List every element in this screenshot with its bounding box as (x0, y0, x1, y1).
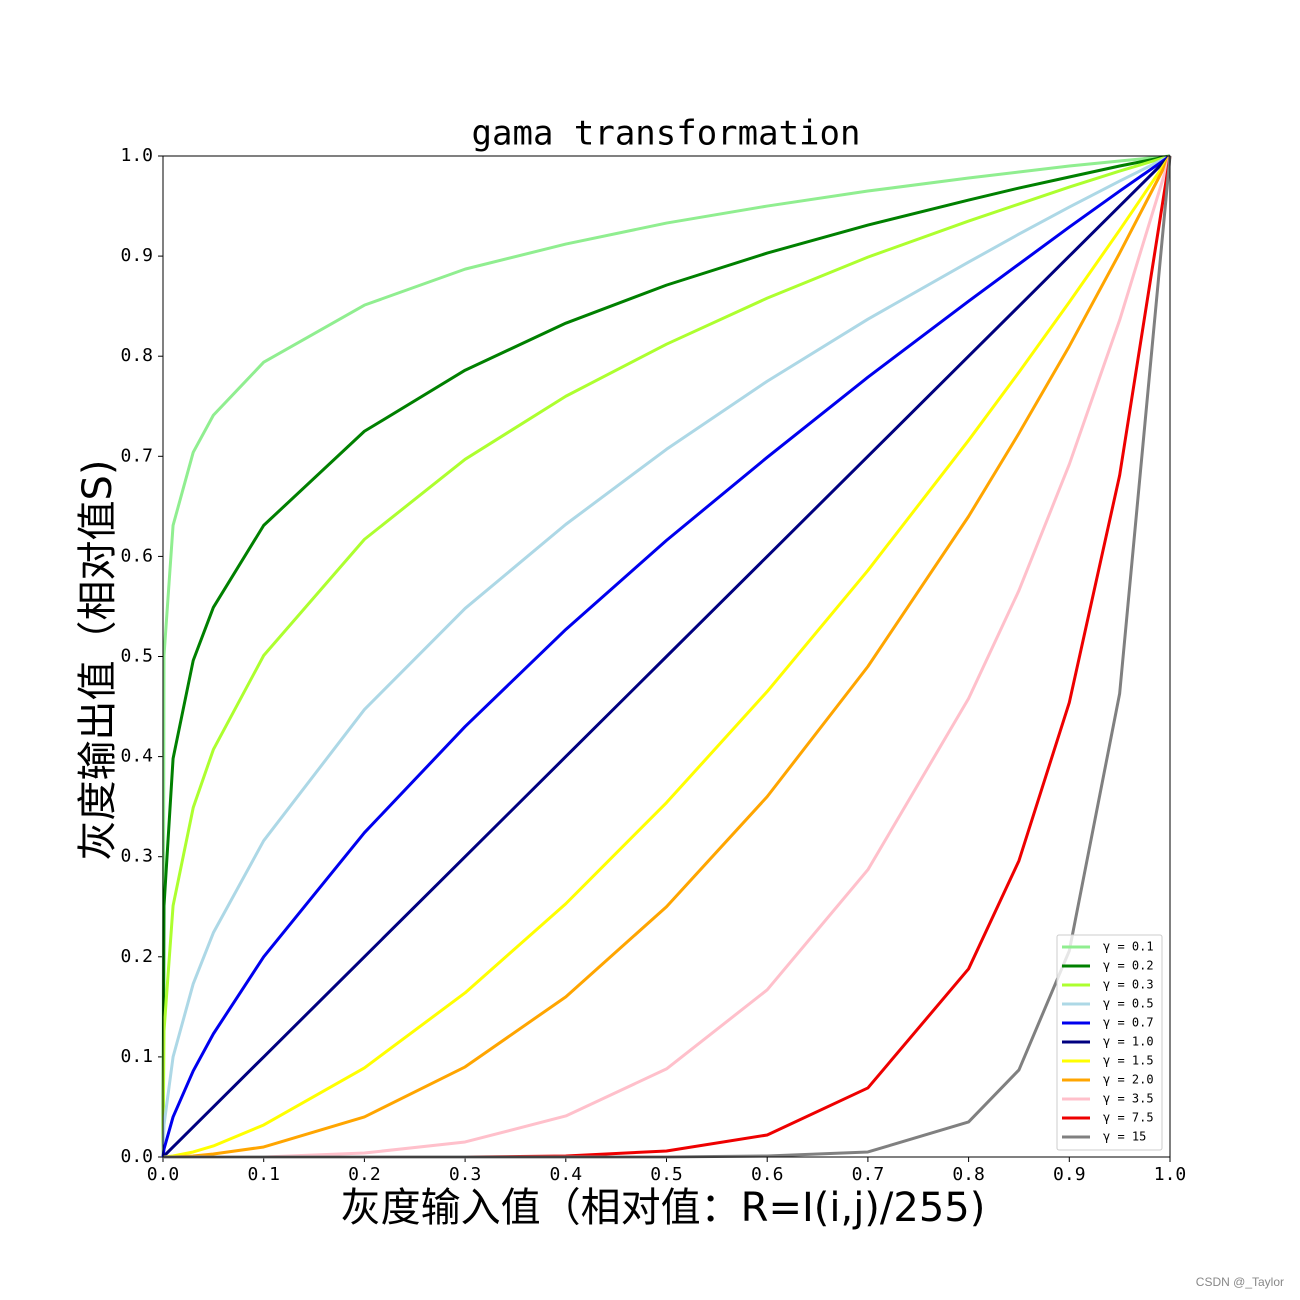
legend-label: γ = 0.1 (1103, 940, 1154, 954)
legend-box (1056, 934, 1163, 1151)
line-series (161, 154, 1171, 1158)
line-series (161, 154, 1171, 1158)
x-tick-label: 0.6 (751, 1164, 784, 1185)
x-tick-label: 0.1 (247, 1164, 280, 1185)
line-series (161, 154, 1171, 1158)
legend-label: γ = 2.0 (1103, 1073, 1154, 1087)
x-axis-label: 灰度输入值（相对值：R=I(i,j)/255) (341, 1185, 986, 1231)
x-tick-label: 0.5 (650, 1164, 683, 1185)
legend-label: γ = 0.3 (1103, 978, 1154, 992)
chart-title: gama transformation (472, 114, 861, 154)
x-tick-label: 0.7 (852, 1164, 885, 1185)
y-axis-label: 灰度输出值（相对值S) (75, 460, 121, 861)
watermark: CSDN @_Taylor (1196, 1275, 1284, 1289)
x-tick-label: 0.2 (348, 1164, 381, 1185)
y-tick-label: 0.3 (120, 846, 153, 867)
line-series (161, 154, 1171, 1158)
x-tick-label: 0.3 (449, 1164, 482, 1185)
x-tick-label: 0.9 (1053, 1164, 1086, 1185)
x-tick-label: 0.0 (147, 1164, 180, 1185)
x-tick-label: 0.8 (952, 1164, 985, 1185)
y-tick-label: 0.8 (120, 345, 153, 366)
line-series (161, 154, 1172, 1159)
y-tick-label: 1.0 (120, 145, 153, 166)
y-tick-label: 0.6 (120, 545, 153, 566)
x-tick-label: 0.4 (550, 1164, 583, 1185)
legend-label: γ = 1.5 (1103, 1054, 1154, 1068)
legend-label: γ = 15 (1103, 1130, 1146, 1144)
legend-label: γ = 7.5 (1103, 1111, 1154, 1125)
legend-label: γ = 0.5 (1103, 997, 1154, 1011)
x-tick-label: 1.0 (1154, 1164, 1187, 1185)
y-tick-label: 0.2 (120, 946, 153, 967)
y-tick-label: 0.4 (120, 746, 153, 767)
legend-label: γ = 1.0 (1103, 1035, 1154, 1049)
y-tick-label: 0.7 (120, 445, 153, 466)
y-tick-label: 0.5 (120, 646, 153, 667)
plot-frame (162, 155, 1171, 1158)
legend-label: γ = 0.2 (1103, 959, 1154, 973)
y-tick-label: 0.1 (120, 1046, 153, 1067)
y-tick-label: 0.0 (120, 1146, 153, 1167)
line-series (162, 155, 1172, 1159)
y-tick-label: 0.9 (120, 245, 153, 266)
line-series (161, 154, 1171, 1158)
legend-label: γ = 3.5 (1103, 1092, 1154, 1106)
legend-label: γ = 0.7 (1103, 1016, 1154, 1030)
